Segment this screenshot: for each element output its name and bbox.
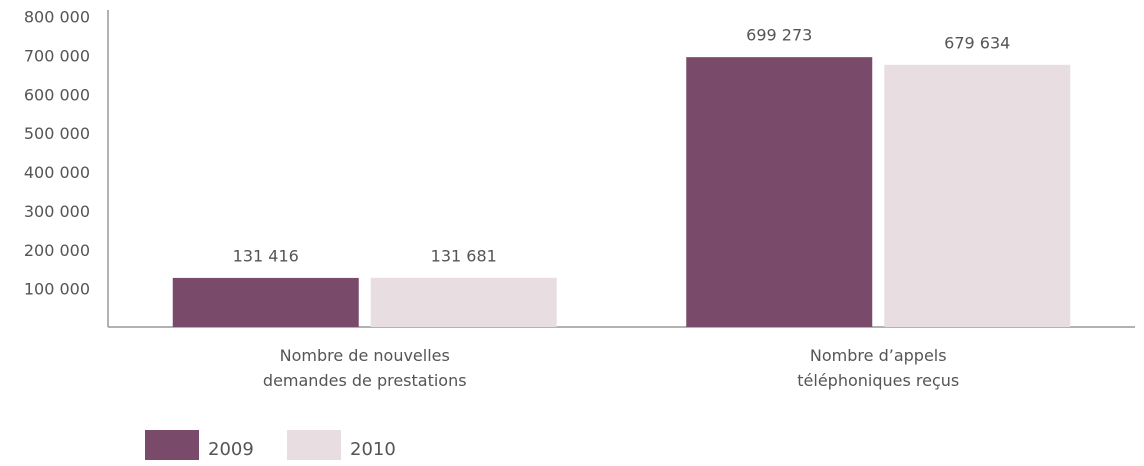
bar	[686, 57, 873, 327]
legend-label: 2010	[350, 439, 396, 460]
y-tick-label: 300 000	[24, 202, 90, 221]
legend-label: 2009	[208, 439, 254, 460]
bar	[172, 277, 359, 327]
y-tick-label: 500 000	[24, 124, 90, 143]
x-tick-label: Nombre de nouvelles demandes de prestati…	[262, 346, 467, 390]
x-tick-label: Nombre d’appels téléphoniques reçus	[797, 346, 960, 390]
value-label: 131 416	[233, 246, 299, 265]
bar	[884, 64, 1071, 327]
y-tick-label: 800 000	[24, 8, 90, 27]
legend-swatch	[145, 430, 199, 460]
y-tick-label: 600 000	[24, 85, 90, 104]
y-tick-label: 100 000	[24, 280, 90, 299]
y-tick-label: 700 000	[24, 46, 90, 65]
value-label: 699 273	[746, 26, 812, 45]
bar	[370, 277, 557, 327]
legend-swatch	[287, 430, 341, 460]
y-tick-label: 200 000	[24, 241, 90, 260]
value-label: 679 634	[944, 33, 1010, 52]
value-label: 131 681	[431, 246, 497, 265]
y-tick-label: 400 000	[24, 163, 90, 182]
